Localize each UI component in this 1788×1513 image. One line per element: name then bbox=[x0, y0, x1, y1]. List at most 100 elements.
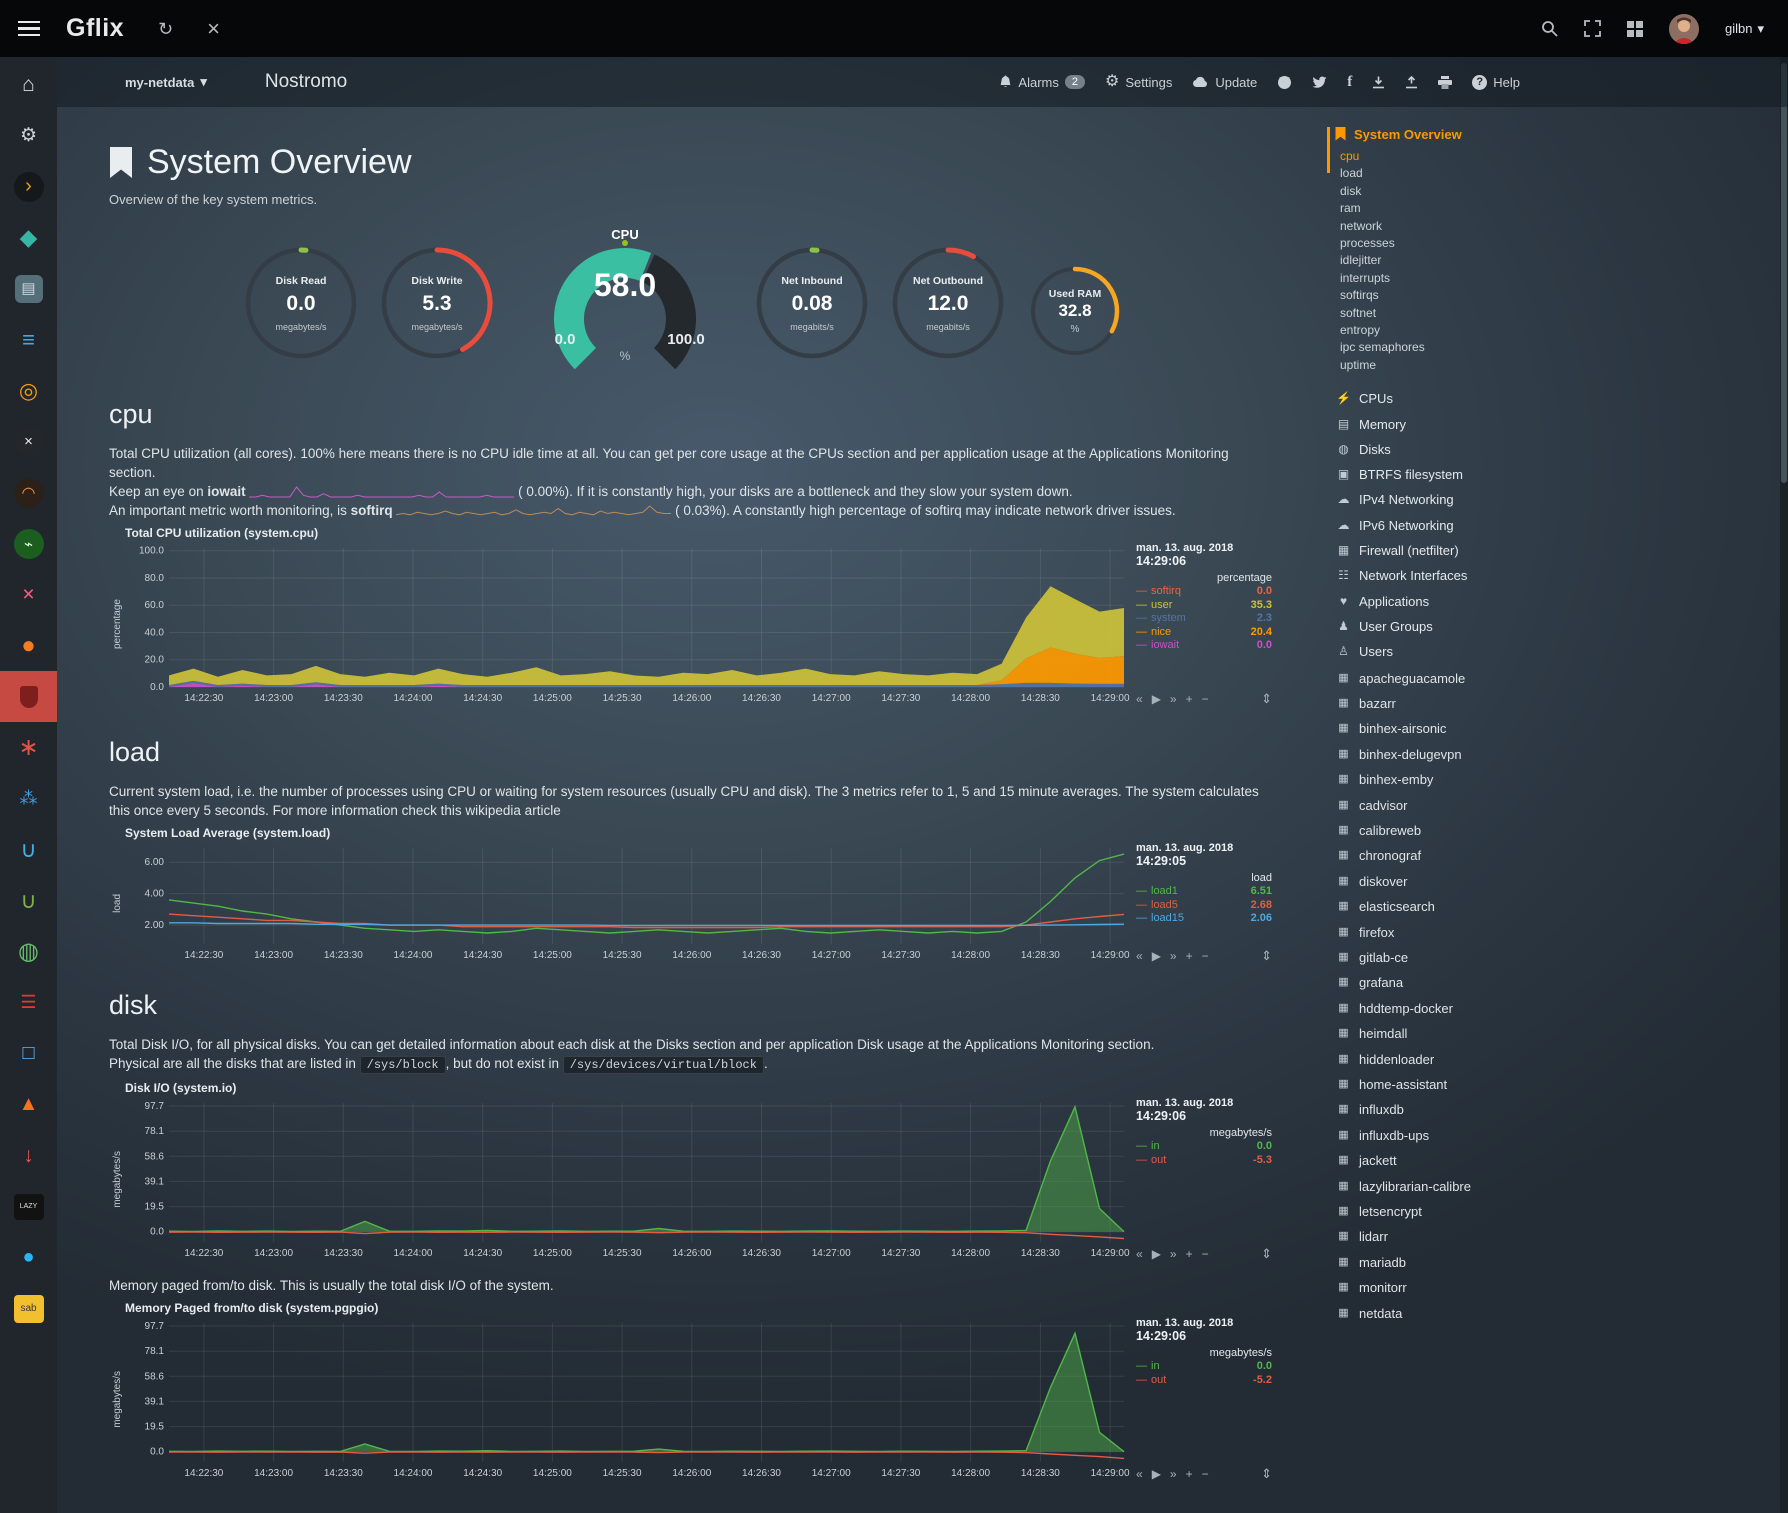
zoom-in-icon[interactable]: + bbox=[1185, 949, 1193, 963]
search-icon[interactable] bbox=[1541, 20, 1558, 37]
facebook-icon[interactable]: f bbox=[1347, 73, 1353, 90]
sidebar-app[interactable]: ⌁ bbox=[0, 518, 57, 569]
gauge-disk-read[interactable]: Disk Read 0.0 megabytes/s bbox=[242, 244, 360, 362]
pan-backward-icon[interactable]: « bbox=[1136, 1247, 1143, 1261]
legend-row[interactable]: — nice 20.4 bbox=[1136, 625, 1272, 638]
menu-sub-item[interactable]: disk bbox=[1340, 183, 1362, 198]
chart-canvas[interactable]: 0.0 20.0 40.0 60.0 80.0 100.0 14:22:30 14:23:00… bbox=[125, 542, 1130, 707]
chart-canvas[interactable]: 0.0 19.5 39.1 58.6 78.1 97.7 14:22:30 14:23:00 1… bbox=[125, 1317, 1130, 1482]
page-scrollbar[interactable] bbox=[1780, 57, 1788, 1513]
menu-sub-item[interactable]: idlejitter bbox=[1340, 253, 1382, 268]
gauge-net-inbound[interactable]: Net Inbound 0.08 megabits/s bbox=[753, 244, 871, 362]
legend-row[interactable]: — system 2.3 bbox=[1136, 612, 1272, 624]
legend-row[interactable]: — in 0.0 bbox=[1136, 1360, 1272, 1372]
sidebar-app[interactable]: ∪ bbox=[0, 875, 57, 926]
pan-backward-icon[interactable]: « bbox=[1136, 1467, 1143, 1481]
sidebar-app[interactable]: › bbox=[0, 161, 57, 212]
sidebar-app[interactable]: ≡ bbox=[0, 314, 57, 365]
menu-app-item[interactable]: ▦ binhex-delugevpn bbox=[1329, 742, 1769, 767]
menu-sub-item[interactable]: interrupts bbox=[1340, 270, 1391, 285]
sidebar-app[interactable]: ◎ bbox=[0, 365, 57, 416]
user-menu[interactable]: gilbn ▾ bbox=[1725, 21, 1764, 37]
legend-row[interactable]: — in 0.0 bbox=[1136, 1140, 1272, 1152]
menu-app-item[interactable]: ▦ mariadb bbox=[1329, 1250, 1769, 1275]
pan-forward-icon[interactable]: » bbox=[1169, 692, 1177, 706]
menu-section-item[interactable]: ♟ User Groups bbox=[1329, 614, 1769, 639]
sidebar-app[interactable] bbox=[0, 671, 57, 722]
sidebar-app[interactable]: ◆ bbox=[0, 212, 57, 263]
twitter-icon[interactable] bbox=[1312, 76, 1327, 89]
menu-section-item[interactable]: ☷ Network Interfaces bbox=[1329, 563, 1769, 588]
zoom-out-icon[interactable]: − bbox=[1201, 1467, 1209, 1481]
server-dropdown[interactable]: my-netdata ▾ bbox=[125, 74, 207, 90]
scrollbar-thumb[interactable] bbox=[1781, 63, 1787, 483]
sidebar-app[interactable]: ▲ bbox=[0, 1079, 57, 1130]
menu-section-item[interactable]: ♙ Users bbox=[1329, 639, 1769, 664]
menu-app-item[interactable]: ▦ calibreweb bbox=[1329, 818, 1769, 843]
sidebar-app[interactable]: ▤ bbox=[0, 263, 57, 314]
menu-section-item[interactable]: ▦ Firewall (netfilter) bbox=[1329, 538, 1769, 563]
menu-sub-item[interactable]: uptime bbox=[1340, 357, 1377, 372]
resize-handle[interactable]: ⇕ bbox=[1261, 1466, 1272, 1481]
sidebar-app[interactable]: ∪ bbox=[0, 824, 57, 875]
menu-app-item[interactable]: ▦ letsencrypt bbox=[1329, 1199, 1769, 1224]
pan-backward-icon[interactable]: « bbox=[1136, 949, 1143, 963]
menu-app-item[interactable]: ▦ netdata bbox=[1329, 1301, 1769, 1326]
zoom-out-icon[interactable]: − bbox=[1201, 949, 1209, 963]
download-icon[interactable] bbox=[1372, 76, 1385, 89]
chart-canvas[interactable]: 0.0 19.5 39.1 58.6 78.1 97.7 14:22:30 14:23:00 1… bbox=[125, 1097, 1130, 1262]
menu-sub-item[interactable]: cpu bbox=[1340, 149, 1360, 163]
zoom-in-icon[interactable]: + bbox=[1185, 692, 1193, 706]
legend-row[interactable]: — user 35.3 bbox=[1136, 598, 1272, 611]
sidebar-app[interactable]: LAZY bbox=[0, 1181, 57, 1232]
menu-app-item[interactable]: ▦ heimdall bbox=[1329, 1021, 1769, 1046]
legend-row[interactable]: — load15 2.06 bbox=[1136, 912, 1272, 924]
refresh-icon[interactable]: ↻ bbox=[158, 18, 174, 39]
menu-app-item[interactable]: ▦ gitlab-ce bbox=[1329, 945, 1769, 970]
menu-section-item[interactable]: ☁ IPv4 Networking bbox=[1329, 487, 1769, 512]
sidebar-app[interactable]: ◠ bbox=[0, 467, 57, 518]
pan-forward-icon[interactable]: » bbox=[1169, 949, 1177, 963]
print-icon[interactable] bbox=[1438, 75, 1453, 89]
help-button[interactable]: ? Help bbox=[1472, 74, 1520, 90]
resize-handle[interactable]: ⇕ bbox=[1261, 691, 1272, 706]
menu-sub-item[interactable]: processes bbox=[1340, 236, 1395, 251]
apps-grid-icon[interactable] bbox=[1627, 20, 1643, 37]
fullscreen-icon[interactable] bbox=[1584, 20, 1601, 37]
zoom-out-icon[interactable]: − bbox=[1201, 1247, 1209, 1261]
sidebar-app[interactable]: □ bbox=[0, 1028, 57, 1079]
pan-forward-icon[interactable]: » bbox=[1169, 1467, 1177, 1481]
upload-icon[interactable] bbox=[1405, 75, 1418, 89]
resize-handle[interactable]: ⇕ bbox=[1261, 1246, 1272, 1261]
gauge-used-ram[interactable]: Used RAM 32.8 % bbox=[1027, 263, 1123, 359]
menu-app-item[interactable]: ▦ elasticsearch bbox=[1329, 894, 1769, 919]
menu-app-item[interactable]: ▦ hiddenloader bbox=[1329, 1047, 1769, 1072]
menu-section-item[interactable]: ▤ Memory bbox=[1329, 412, 1769, 437]
legend-row[interactable]: — load5 2.68 bbox=[1136, 898, 1272, 911]
sidebar-app[interactable]: ⁂ bbox=[0, 773, 57, 824]
menu-sub-item[interactable]: load bbox=[1340, 166, 1363, 181]
sidebar-app[interactable]: sab bbox=[0, 1283, 57, 1334]
menu-sub-item[interactable]: ram bbox=[1340, 201, 1361, 216]
chart-canvas[interactable]: 2.00 4.00 6.00 14:22:30 14:23:00 14:23:30 14:2… bbox=[125, 842, 1130, 964]
menu-sub-item[interactable]: entropy bbox=[1340, 323, 1381, 338]
menu-section-item[interactable]: ◍ Disks bbox=[1329, 437, 1769, 462]
menu-app-item[interactable]: ▦ influxdb bbox=[1329, 1097, 1769, 1122]
menu-app-item[interactable]: ▦ chronograf bbox=[1329, 843, 1769, 868]
menu-app-item[interactable]: ▦ diskover bbox=[1329, 869, 1769, 894]
zoom-in-icon[interactable]: + bbox=[1185, 1247, 1193, 1261]
menu-sub-item[interactable]: softirqs bbox=[1340, 288, 1379, 303]
pan-backward-icon[interactable]: « bbox=[1136, 692, 1143, 706]
menu-app-item[interactable]: ▦ firefox bbox=[1329, 920, 1769, 945]
legend-row[interactable]: — out -5.3 bbox=[1136, 1153, 1272, 1166]
menu-app-item[interactable]: ▦ binhex-emby bbox=[1329, 767, 1769, 792]
legend-row[interactable]: — out -5.2 bbox=[1136, 1373, 1272, 1386]
sidebar-app[interactable]: ☰ bbox=[0, 977, 57, 1028]
gauge-net-outbound[interactable]: Net Outbound 12.0 megabits/s bbox=[889, 244, 1007, 362]
gauge-cpu[interactable]: CPU 58.0 0.0 100.0 % bbox=[554, 227, 705, 370]
menu-sub-item[interactable]: ipc semaphores bbox=[1340, 340, 1425, 355]
legend-row[interactable]: — load1 6.51 bbox=[1136, 885, 1272, 897]
menu-app-item[interactable]: ▦ binhex-airsonic bbox=[1329, 716, 1769, 741]
zoom-out-icon[interactable]: − bbox=[1201, 692, 1209, 706]
settings-button[interactable]: ⚙ Settings bbox=[1105, 73, 1173, 90]
